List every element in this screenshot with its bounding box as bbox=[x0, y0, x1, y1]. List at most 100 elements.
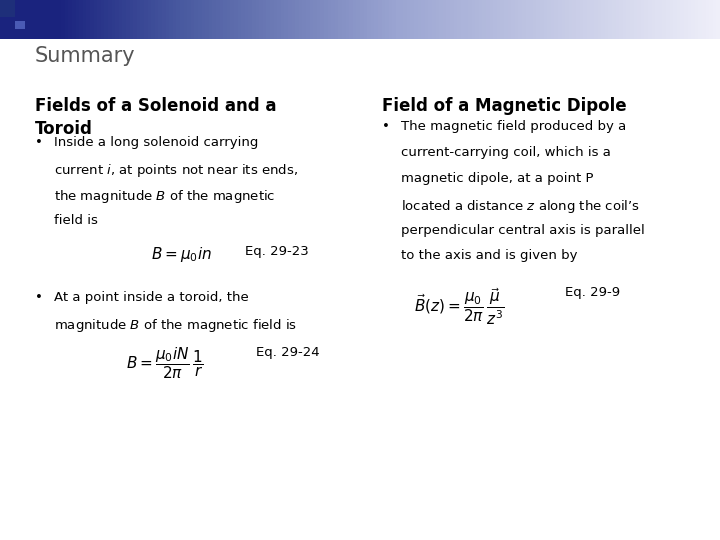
Bar bbox=[421, 0, 426, 39]
Bar bbox=[389, 0, 393, 39]
Bar bbox=[25, 0, 30, 39]
Bar bbox=[706, 0, 710, 39]
Bar bbox=[709, 0, 714, 39]
Bar bbox=[148, 0, 152, 39]
Bar bbox=[158, 0, 163, 39]
Bar bbox=[216, 0, 220, 39]
Bar bbox=[299, 0, 303, 39]
Bar bbox=[187, 0, 192, 39]
Text: Eq. 29-9: Eq. 29-9 bbox=[565, 286, 621, 299]
Bar bbox=[659, 0, 663, 39]
Bar bbox=[634, 0, 638, 39]
Bar bbox=[328, 0, 332, 39]
Bar bbox=[281, 0, 285, 39]
Bar bbox=[317, 0, 321, 39]
Bar bbox=[497, 0, 501, 39]
Bar bbox=[241, 0, 246, 39]
Bar bbox=[144, 0, 148, 39]
Bar bbox=[684, 0, 688, 39]
Bar bbox=[227, 0, 231, 39]
Bar bbox=[209, 0, 213, 39]
Bar bbox=[677, 0, 681, 39]
Bar bbox=[112, 0, 116, 39]
Text: Eq. 29-24: Eq. 29-24 bbox=[256, 346, 319, 359]
Bar bbox=[648, 0, 652, 39]
Bar bbox=[72, 0, 76, 39]
Bar bbox=[479, 0, 483, 39]
Bar bbox=[292, 0, 296, 39]
Text: current $i$, at points not near its ends,: current $i$, at points not near its ends… bbox=[54, 162, 298, 179]
Bar bbox=[155, 0, 159, 39]
Bar bbox=[461, 0, 465, 39]
Bar bbox=[385, 0, 390, 39]
Bar bbox=[140, 0, 145, 39]
Bar bbox=[673, 0, 678, 39]
Bar bbox=[313, 0, 318, 39]
Bar bbox=[626, 0, 631, 39]
Bar bbox=[698, 0, 703, 39]
Bar bbox=[529, 0, 534, 39]
Bar bbox=[90, 0, 94, 39]
Bar bbox=[29, 0, 33, 39]
Bar bbox=[76, 0, 80, 39]
Text: Toroid: Toroid bbox=[35, 120, 92, 138]
Text: Inside a long solenoid carrying: Inside a long solenoid carrying bbox=[54, 136, 258, 149]
Bar bbox=[587, 0, 591, 39]
Text: to the axis and is given by: to the axis and is given by bbox=[401, 249, 577, 262]
Bar bbox=[212, 0, 217, 39]
Bar bbox=[623, 0, 627, 39]
Bar bbox=[410, 0, 415, 39]
Bar bbox=[508, 0, 512, 39]
Bar bbox=[198, 0, 202, 39]
Bar bbox=[540, 0, 544, 39]
Bar bbox=[504, 0, 508, 39]
Bar bbox=[580, 0, 584, 39]
Bar bbox=[616, 0, 620, 39]
Bar bbox=[36, 0, 40, 39]
Bar bbox=[234, 0, 238, 39]
Text: $B = \mu_0 in$: $B = \mu_0 in$ bbox=[151, 245, 212, 264]
Text: Eq. 29-23: Eq. 29-23 bbox=[245, 245, 309, 258]
Bar bbox=[191, 0, 195, 39]
Bar bbox=[162, 0, 166, 39]
Bar bbox=[205, 0, 210, 39]
Bar bbox=[454, 0, 458, 39]
Text: Summary: Summary bbox=[35, 46, 135, 66]
Bar bbox=[0, 0, 15, 17]
Bar bbox=[259, 0, 264, 39]
Text: $\vec{B}(z) = \dfrac{\mu_0}{2\pi}\,\dfrac{\vec{\mu}}{z^3}$: $\vec{B}(z) = \dfrac{\mu_0}{2\pi}\,\dfra… bbox=[414, 286, 504, 327]
Bar bbox=[565, 0, 570, 39]
Bar bbox=[547, 0, 552, 39]
Bar bbox=[515, 0, 519, 39]
Bar bbox=[54, 0, 58, 39]
Text: At a point inside a toroid, the: At a point inside a toroid, the bbox=[54, 291, 248, 304]
Bar bbox=[407, 0, 411, 39]
Bar bbox=[400, 0, 404, 39]
Bar bbox=[490, 0, 494, 39]
Bar bbox=[115, 0, 120, 39]
Bar bbox=[688, 0, 692, 39]
Bar bbox=[302, 0, 307, 39]
Bar bbox=[173, 0, 177, 39]
Bar bbox=[475, 0, 480, 39]
Bar bbox=[22, 0, 26, 39]
Bar bbox=[522, 0, 526, 39]
Bar bbox=[468, 0, 472, 39]
Bar bbox=[18, 0, 22, 39]
Bar bbox=[569, 0, 573, 39]
Bar bbox=[472, 0, 476, 39]
Bar bbox=[306, 0, 310, 39]
Text: field is: field is bbox=[54, 214, 98, 227]
Bar bbox=[11, 0, 15, 39]
Bar bbox=[274, 0, 278, 39]
Text: perpendicular central axis is parallel: perpendicular central axis is parallel bbox=[401, 224, 645, 237]
Bar bbox=[482, 0, 487, 39]
Bar bbox=[238, 0, 242, 39]
Bar bbox=[184, 0, 188, 39]
Bar bbox=[32, 0, 37, 39]
Bar bbox=[713, 0, 717, 39]
Bar bbox=[277, 0, 282, 39]
Bar bbox=[245, 0, 249, 39]
Bar bbox=[342, 0, 346, 39]
Text: Field of a Magnetic Dipole: Field of a Magnetic Dipole bbox=[382, 97, 626, 115]
